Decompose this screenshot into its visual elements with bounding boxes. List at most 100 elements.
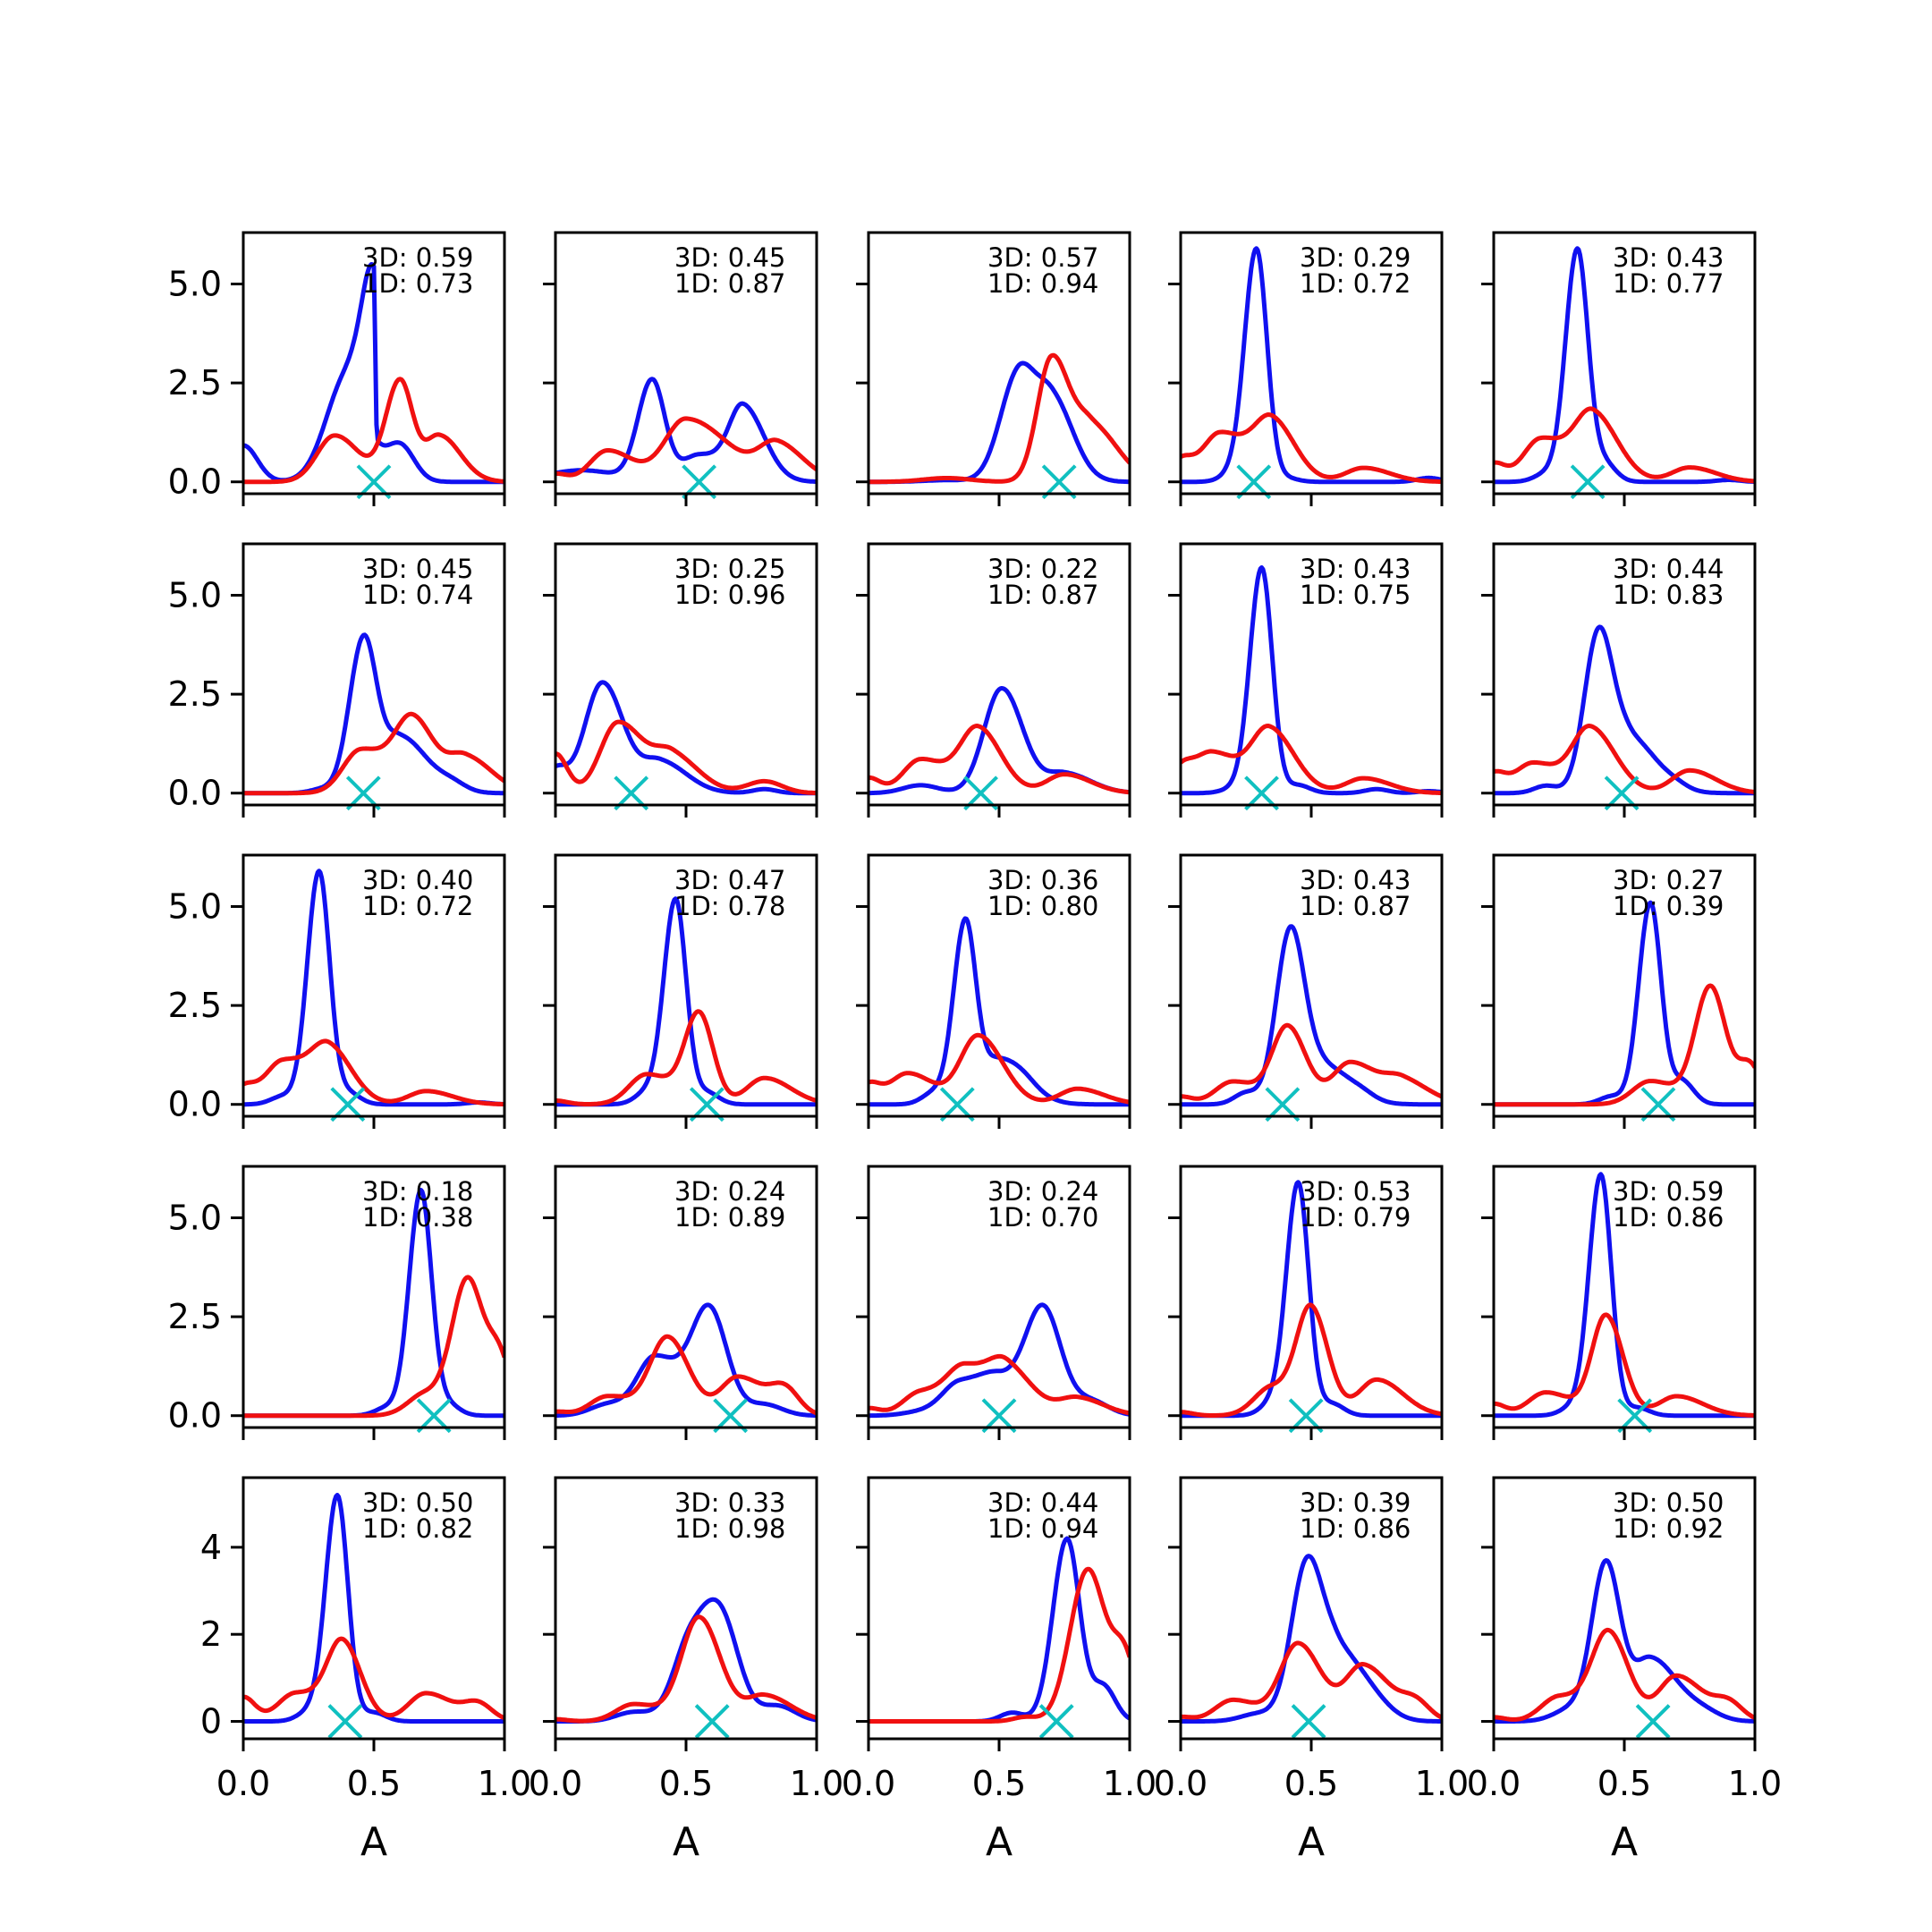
annotation-3d: 3D: 0.50 bbox=[1613, 1487, 1724, 1518]
annotation-1d: 1D: 0.87 bbox=[674, 268, 785, 299]
y-tick-label: 5.0 bbox=[168, 887, 222, 927]
annotation-3d: 3D: 0.40 bbox=[362, 865, 473, 895]
y-tick-label: 0.0 bbox=[168, 774, 222, 813]
blue-density-curve bbox=[555, 377, 817, 484]
red-density-curve bbox=[243, 1636, 504, 1721]
x-tick-label: 1.0 bbox=[478, 1764, 531, 1803]
blue-density-curve bbox=[1181, 565, 1442, 796]
annotation-1d: 1D: 0.38 bbox=[362, 1202, 473, 1233]
annotation-3d: 3D: 0.44 bbox=[987, 1487, 1098, 1518]
annotation-3d: 3D: 0.36 bbox=[987, 865, 1098, 895]
true-value-marker bbox=[327, 1704, 363, 1739]
annotation-3d: 3D: 0.53 bbox=[1300, 1176, 1411, 1207]
annotation-3d: 3D: 0.45 bbox=[362, 554, 473, 584]
red-density-curve bbox=[1494, 1312, 1755, 1418]
annotation-1d: 1D: 0.78 bbox=[674, 891, 785, 921]
red-density-curve bbox=[1494, 983, 1755, 1107]
red-density-curve bbox=[555, 1334, 817, 1416]
red-density-curve bbox=[1181, 1022, 1442, 1101]
blue-density-curve bbox=[243, 1493, 504, 1724]
x-axis-label: A bbox=[1611, 1819, 1638, 1865]
x-tick-label: 0.5 bbox=[1597, 1764, 1651, 1803]
x-axis-label: A bbox=[360, 1819, 387, 1865]
red-density-curve bbox=[243, 1275, 504, 1419]
y-tick-label: 2.5 bbox=[168, 986, 222, 1025]
annotation-1d: 1D: 0.72 bbox=[362, 891, 473, 921]
blue-density-curve bbox=[243, 869, 504, 1107]
annotation-3d: 3D: 0.50 bbox=[362, 1487, 473, 1518]
annotation-1d: 1D: 0.96 bbox=[674, 580, 785, 610]
annotation-3d: 3D: 0.29 bbox=[1300, 242, 1411, 273]
x-tick-label: 0.5 bbox=[1284, 1764, 1338, 1803]
annotation-1d: 1D: 0.75 bbox=[1300, 580, 1411, 610]
red-density-curve bbox=[869, 1353, 1130, 1416]
annotation-1d: 1D: 0.87 bbox=[1300, 891, 1411, 921]
red-density-curve bbox=[555, 416, 817, 478]
annotation-3d: 3D: 0.43 bbox=[1300, 865, 1411, 895]
annotation-1d: 1D: 0.73 bbox=[362, 268, 473, 299]
annotation-1d: 1D: 0.98 bbox=[674, 1513, 785, 1544]
x-tick-label: 0.0 bbox=[1467, 1764, 1521, 1803]
red-density-curve bbox=[243, 711, 504, 796]
annotation-3d: 3D: 0.45 bbox=[674, 242, 785, 273]
y-tick-label: 2.5 bbox=[168, 1297, 222, 1336]
blue-density-curve bbox=[869, 1302, 1130, 1419]
true-value-marker bbox=[1635, 1704, 1671, 1739]
annotation-1d: 1D: 0.72 bbox=[1300, 268, 1411, 299]
y-tick-label: 2.5 bbox=[168, 363, 222, 402]
red-density-curve bbox=[1181, 412, 1442, 484]
blue-density-curve bbox=[1181, 1554, 1442, 1724]
annotation-3d: 3D: 0.59 bbox=[362, 242, 473, 273]
x-tick-label: 0.5 bbox=[972, 1764, 1026, 1803]
marker-stroke-b bbox=[1291, 1704, 1326, 1739]
annotation-3d: 3D: 0.27 bbox=[1613, 865, 1724, 895]
annotation-3d: 3D: 0.57 bbox=[987, 242, 1098, 273]
blue-density-curve bbox=[1494, 246, 1755, 485]
y-tick-label: 0.0 bbox=[168, 1085, 222, 1124]
y-tick-label: 2 bbox=[200, 1614, 222, 1654]
x-tick-label: 0.0 bbox=[216, 1764, 270, 1803]
annotation-1d: 1D: 0.94 bbox=[987, 268, 1098, 299]
blue-density-curve bbox=[555, 1302, 817, 1419]
x-tick-label: 1.0 bbox=[1728, 1764, 1782, 1803]
x-tick-label: 0.5 bbox=[659, 1764, 713, 1803]
red-density-curve bbox=[869, 724, 1130, 795]
annotation-1d: 1D: 0.70 bbox=[987, 1202, 1098, 1233]
annotation-1d: 1D: 0.87 bbox=[987, 580, 1098, 610]
blue-density-curve bbox=[1494, 1558, 1755, 1724]
blue-density-curve bbox=[1494, 1172, 1755, 1419]
red-density-curve bbox=[1181, 1302, 1442, 1418]
x-tick-label: 1.0 bbox=[1103, 1764, 1157, 1803]
annotation-1d: 1D: 0.79 bbox=[1300, 1202, 1411, 1233]
y-tick-label: 5.0 bbox=[168, 1199, 222, 1238]
marker-stroke-b bbox=[694, 1704, 730, 1739]
y-tick-label: 5.0 bbox=[168, 576, 222, 615]
x-tick-label: 0.5 bbox=[347, 1764, 401, 1803]
annotation-1d: 1D: 0.83 bbox=[1613, 580, 1724, 610]
true-value-marker bbox=[1291, 1704, 1326, 1739]
red-density-curve bbox=[1494, 724, 1755, 794]
x-tick-label: 0.0 bbox=[529, 1764, 582, 1803]
annotation-1d: 1D: 0.86 bbox=[1300, 1513, 1411, 1544]
marker-stroke-b bbox=[1038, 1704, 1074, 1739]
